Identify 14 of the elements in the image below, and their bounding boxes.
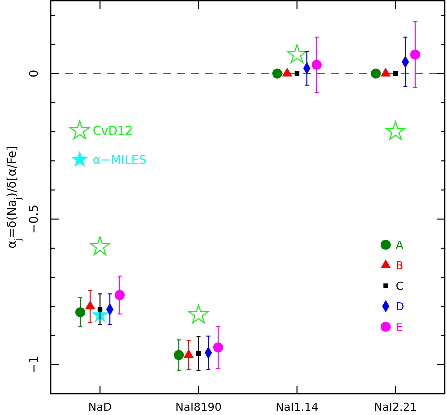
x-tick-label: NaI8190 [176,401,222,414]
legend-label: α−MILES [93,153,147,167]
x-tick-label: NaI2.21 [374,401,418,414]
legend-label: CvD12 [93,124,133,138]
x-tick-label: NaI1.14 [276,401,319,414]
legend-label: E [396,321,403,334]
legend-label: B [396,260,404,272]
legend-label: D [396,300,404,314]
y-tick-label: −1 [27,356,41,374]
legend-label: C [396,280,404,293]
x-tick-label: NaD [88,401,112,414]
y-tick-label: −0.5 [27,204,41,234]
legend-label: A [396,239,404,252]
y-tick-label: 0 [27,70,41,78]
